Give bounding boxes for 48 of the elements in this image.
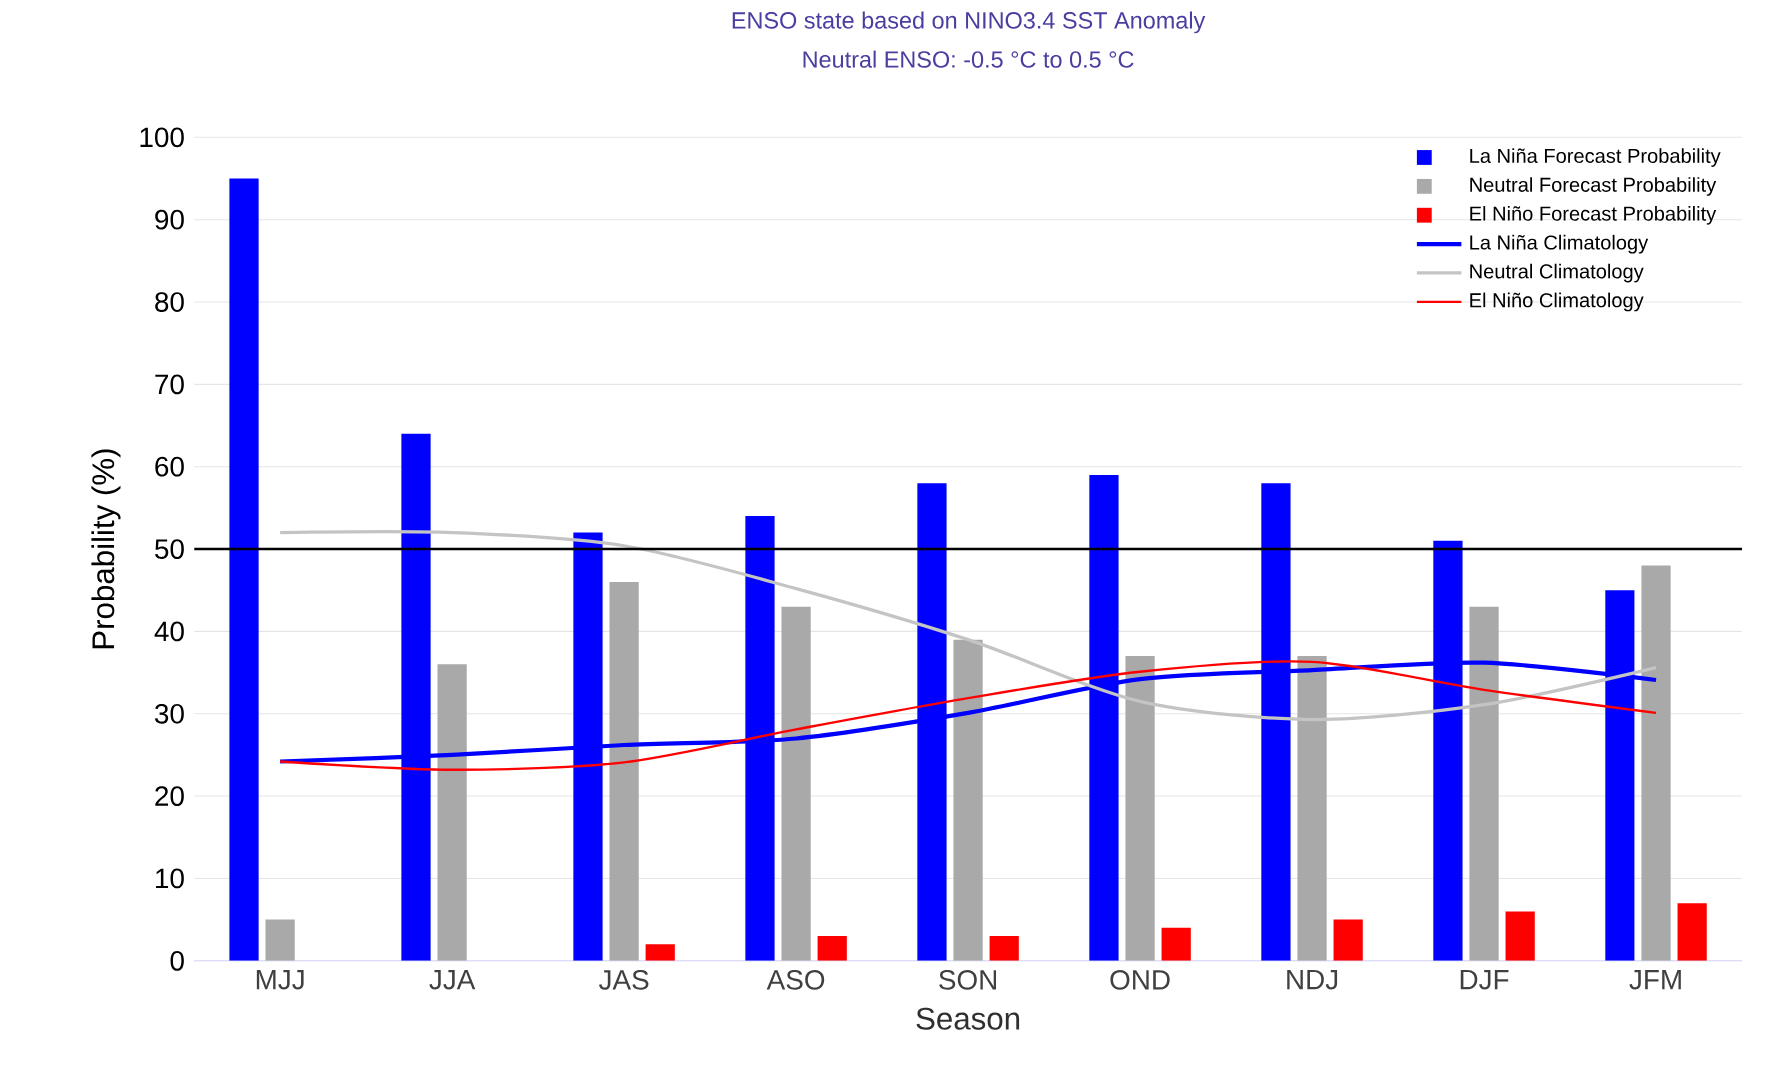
bar — [1641, 565, 1671, 961]
bar — [989, 936, 1019, 961]
bar — [1469, 606, 1499, 961]
x-tick-label: OND — [1110, 970, 1170, 990]
bar — [265, 919, 295, 961]
x-tick-label: JAS — [598, 970, 649, 990]
bar — [817, 936, 847, 961]
bar — [953, 639, 983, 961]
bar — [1125, 656, 1155, 961]
y-tick-label: 50 — [155, 539, 184, 560]
x-tick-label: DJF — [1460, 970, 1509, 990]
bar — [1161, 928, 1191, 961]
x-tick-label: MJJ — [256, 970, 304, 990]
y-tick-label: 90 — [155, 209, 184, 230]
x-tick-label: NDJ — [1287, 970, 1338, 990]
y-tick-label: 40 — [154, 621, 184, 642]
bar — [1333, 919, 1363, 961]
x-axis-title: Season — [916, 1007, 1020, 1030]
bar — [645, 944, 675, 961]
x-tick-label: SON — [939, 970, 997, 990]
legend-label: El Niño Forecast Probability — [1470, 206, 1717, 225]
y-tick-label: 100 — [140, 127, 184, 148]
bar — [1297, 656, 1327, 961]
chart-title: ENSO state based on NINO3.4 SST Anomaly — [732, 11, 1206, 34]
legend-label: Neutral Climatology — [1470, 263, 1644, 283]
bar — [437, 664, 467, 961]
x-tick-label: JJA — [429, 970, 476, 990]
line-series — [278, 530, 1658, 722]
y-tick-label: 20 — [155, 786, 184, 807]
bar — [781, 606, 811, 961]
x-tick-label: ASO — [766, 970, 825, 990]
bar — [1677, 903, 1707, 961]
y-tick-label: 30 — [154, 704, 184, 724]
bar — [609, 582, 639, 961]
y-axis-title: Probability (%) — [91, 449, 121, 649]
y-tick-label: 60 — [155, 457, 184, 477]
legend-label: El Niño Climatology — [1470, 292, 1644, 312]
bar — [1505, 911, 1535, 961]
legend-label: La Niña Forecast Probability — [1470, 148, 1721, 168]
legend-label: La Niña Climatology — [1470, 235, 1649, 254]
bar — [229, 178, 259, 961]
y-tick-label: 70 — [155, 374, 184, 395]
chart-subtitle: Neutral ENSO: -0.5 °C to 0.5 °C — [803, 50, 1134, 68]
legend-label: Neutral Forecast Probability — [1470, 177, 1717, 197]
y-tick-label: 10 — [156, 868, 184, 889]
x-tick-label: JFM — [1629, 970, 1681, 990]
y-tick-label: 0 — [170, 951, 184, 971]
y-tick-label: 80 — [155, 292, 184, 313]
